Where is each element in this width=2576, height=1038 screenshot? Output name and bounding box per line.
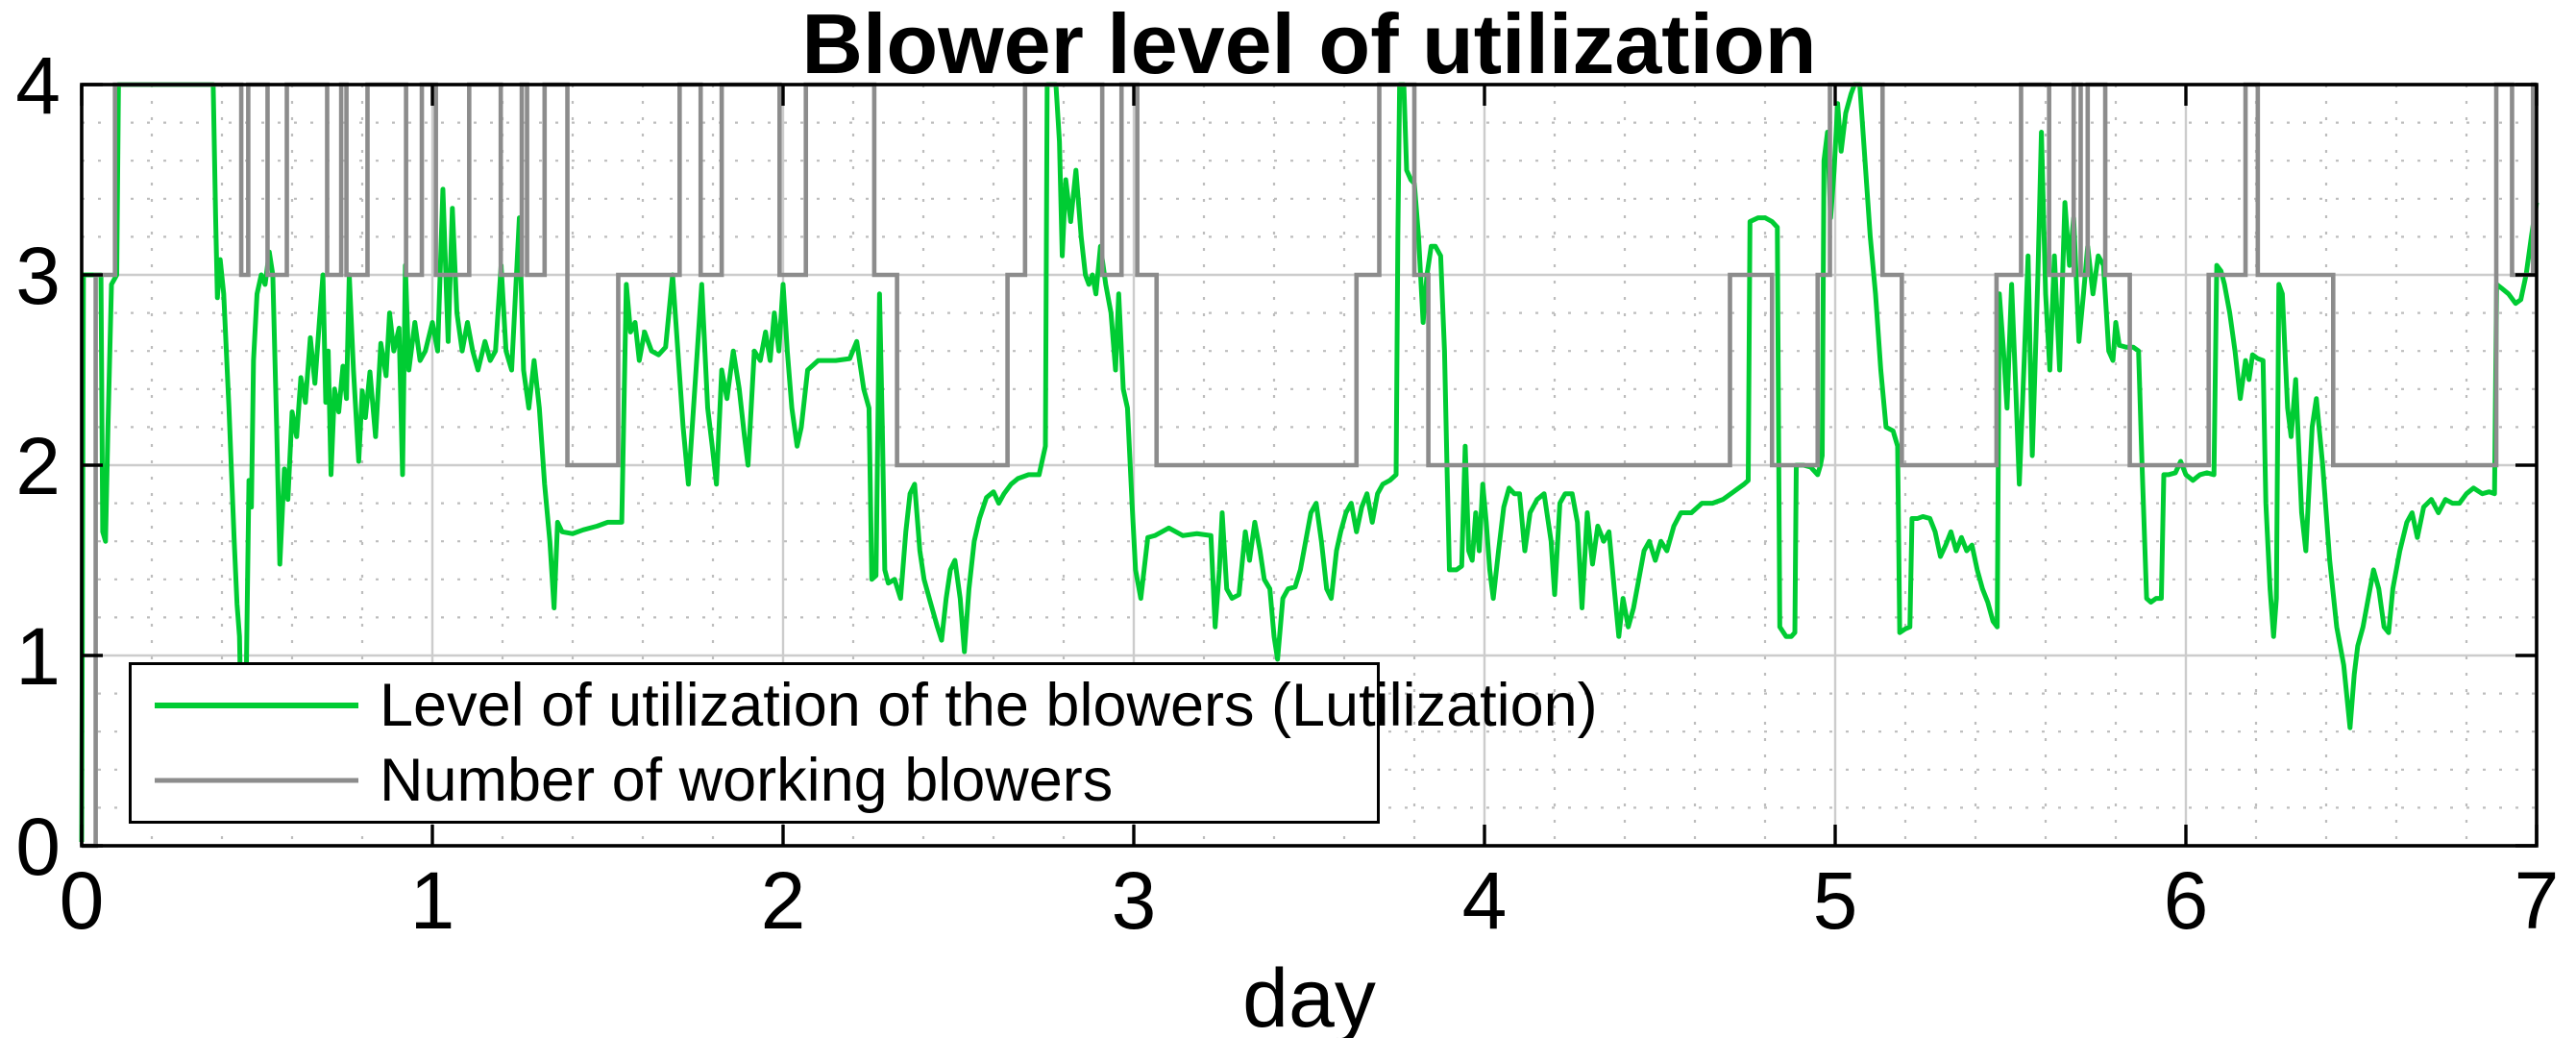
x-tick-label: 6 — [2164, 855, 2209, 946]
legend-line-sample-green — [155, 703, 358, 708]
legend-item-working-blowers: Number of working blowers — [132, 746, 1377, 815]
legend-item-utilization: Level of utilization of the blowers (Lut… — [132, 671, 1598, 740]
x-axis-label: day — [1242, 952, 1376, 1038]
legend-label-utilization: Level of utilization of the blowers (Lut… — [380, 672, 1598, 739]
y-tick-label: 1 — [15, 611, 61, 702]
series-utilization-line — [79, 82, 2539, 843]
chart-title: Blower level of utilization — [801, 0, 1817, 91]
x-tick-label: 7 — [2515, 855, 2560, 946]
legend-label-working-blowers: Number of working blowers — [380, 747, 1114, 814]
y-tick-label: 2 — [15, 421, 61, 511]
x-tick-label: 4 — [1462, 855, 1508, 946]
x-tick-label: 3 — [1112, 855, 1157, 946]
x-tick-label: 1 — [410, 855, 455, 946]
x-tick-label: 5 — [1813, 855, 1858, 946]
y-tick-label: 0 — [15, 802, 61, 892]
y-tick-label: 4 — [15, 40, 61, 131]
x-tick-label: 2 — [761, 855, 806, 946]
y-tick-label: 3 — [15, 231, 61, 321]
legend-line-sample-gray — [155, 778, 358, 783]
legend: Level of utilization of the blowers (Lut… — [129, 662, 1598, 824]
x-tick-label: 0 — [60, 855, 105, 946]
